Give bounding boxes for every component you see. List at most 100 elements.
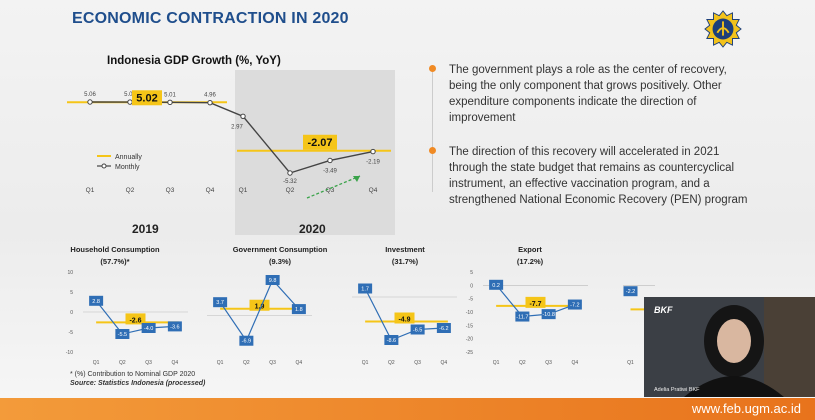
ministry-logo — [704, 10, 742, 48]
chart-title: Indonesia GDP Growth (%, YoY) — [107, 55, 281, 67]
x-tick-label: Q4 — [572, 360, 579, 366]
legend-monthly: Monthly — [115, 164, 140, 171]
quarterly-line — [219, 278, 300, 342]
quarter-marker — [515, 311, 530, 322]
data-point — [287, 170, 293, 176]
x-tick-label: Q4 — [296, 360, 303, 366]
x-tick-label: Q2 — [519, 360, 526, 366]
quarter-value: -10.8 — [542, 312, 555, 318]
chart-legend: Annually Monthly — [97, 154, 142, 171]
quarter-value: -3.6 — [170, 324, 179, 330]
footnote-source: Source: Statistics Indonesia (processed) — [70, 380, 206, 387]
annual-value: -7.7 — [529, 301, 541, 308]
annual-box — [125, 313, 146, 325]
annual-value: -4.9 — [398, 317, 410, 324]
data-point — [370, 148, 376, 155]
data-label: 5.06 — [84, 92, 96, 98]
data-point — [240, 113, 246, 119]
quarter-value: -5.5 — [118, 332, 127, 338]
x-tick-label: Q1 — [217, 360, 224, 366]
x-tick-label: Q3 — [166, 187, 175, 194]
x-tick-label: Q3 — [269, 360, 276, 366]
quarter-value: -7.2 — [570, 303, 579, 309]
x-tick-label: Q1 — [493, 360, 500, 366]
x-tick-label: Q4 — [206, 187, 215, 194]
x-tick-label: Q1 — [93, 360, 100, 366]
x-tick-label: Q2 — [126, 187, 135, 194]
annual-value-2020: -2.07 — [307, 137, 332, 149]
presenter-video: BKF Adelia Pratiwi BKF — [644, 297, 815, 397]
footer-url[interactable]: www.feb.ugm.ac.id — [691, 401, 801, 416]
component-share: (9.3%) — [269, 257, 292, 266]
quarter-value: -2.2 — [626, 289, 635, 295]
quarter-value: -6.9 — [242, 339, 251, 345]
quarterly-line — [495, 284, 576, 318]
bullet-dot-icon — [429, 147, 436, 154]
x-tick-label: Q3 — [414, 360, 421, 366]
x-tick-label: Q1 — [627, 360, 634, 366]
quarter-marker — [567, 299, 582, 310]
component-share: (57.7%)* — [100, 257, 129, 266]
component-title: Export — [518, 245, 542, 254]
y-tick-label: -10 — [66, 350, 73, 356]
quarter-value: 1.8 — [295, 307, 303, 313]
year-label-2020: 2020 — [299, 222, 326, 236]
component-chart-export: Export (17.2%) 5 0 -5 -10 -15 -20 -25 -7.7 0.2 -11.… — [466, 245, 588, 366]
x-tick-label: Q2 — [243, 360, 250, 366]
component-chart-investment: Investment (31.7%) -4.9 1.7 -8.6 -6.5 -6.2 Q1 Q2… — [352, 245, 457, 366]
data-label: 4.96 — [204, 93, 216, 99]
x-tick-label: Q3 — [145, 360, 152, 366]
y-tick-label: -20 — [466, 337, 473, 343]
quarter-value: -4.0 — [144, 326, 153, 332]
quarter-marker — [410, 324, 425, 335]
bullet-list: The government plays a role as the cente… — [425, 62, 755, 226]
y-tick-label: -5 — [69, 330, 74, 336]
trend-arrow-head — [353, 176, 360, 182]
component-share: (17.2%) — [517, 257, 544, 266]
y-tick-label: -15 — [466, 323, 473, 329]
component-title: Government Consumption — [233, 245, 328, 254]
bullet-dot-icon — [429, 65, 436, 72]
bullet-item: The government plays a role as the cente… — [425, 62, 755, 126]
data-label: 5.01 — [164, 92, 176, 98]
quarter-marker — [89, 295, 104, 306]
legend-annually: Annually — [115, 154, 142, 161]
x-tick-label: Q4 — [172, 360, 179, 366]
bullet-item: The direction of this recovery will acce… — [425, 144, 755, 208]
annual-box-2020 — [303, 134, 337, 150]
data-point — [167, 99, 173, 106]
component-charts: Household Consumption (57.7%)* 10 5 0 -5 -10 -2… — [66, 245, 655, 366]
x-tick-label: Q3 — [326, 187, 335, 194]
trend-arrow-line — [306, 175, 361, 199]
quarter-marker — [623, 286, 638, 297]
quarter-value: -8.6 — [387, 338, 396, 344]
quarter-value: -6.5 — [413, 328, 422, 334]
presenter-name: Adelia Pratiwi BKF — [654, 387, 700, 393]
data-label: -3.49 — [323, 168, 337, 174]
x-tick-label: Q2 — [286, 187, 295, 194]
y-tick-label: -10 — [466, 310, 473, 316]
bullet-divider — [432, 72, 433, 192]
data-label: -5.32 — [283, 179, 297, 185]
component-title: Household Consumption — [70, 245, 160, 254]
quarter-marker — [167, 321, 182, 332]
quarter-marker — [358, 283, 373, 294]
quarter-value: 9.8 — [269, 278, 277, 284]
page-title: ECONOMIC CONTRACTION IN 2020 — [72, 10, 349, 27]
video-overlay-label: BKF — [654, 305, 673, 315]
quarter-marker — [265, 275, 280, 285]
quarter-marker — [213, 297, 228, 308]
quarter-value: 2.8 — [92, 299, 100, 305]
data-label: -2.19 — [366, 160, 380, 166]
annual-value: -2.6 — [129, 317, 141, 324]
component-title: Investment — [385, 245, 425, 254]
y-tick-label: 0 — [470, 283, 473, 289]
footnote-contribution: * (%) Contribution to Nominal GDP 2020 — [70, 371, 196, 378]
y-tick-label: -5 — [469, 297, 474, 303]
quarter-marker — [115, 329, 130, 339]
quarter-value: -11.7 — [516, 315, 528, 321]
quarter-value: 0.2 — [492, 283, 500, 289]
quarter-value: 1.7 — [361, 287, 369, 293]
x-tick-label: Q1 — [239, 187, 248, 194]
quarter-marker — [541, 309, 556, 320]
